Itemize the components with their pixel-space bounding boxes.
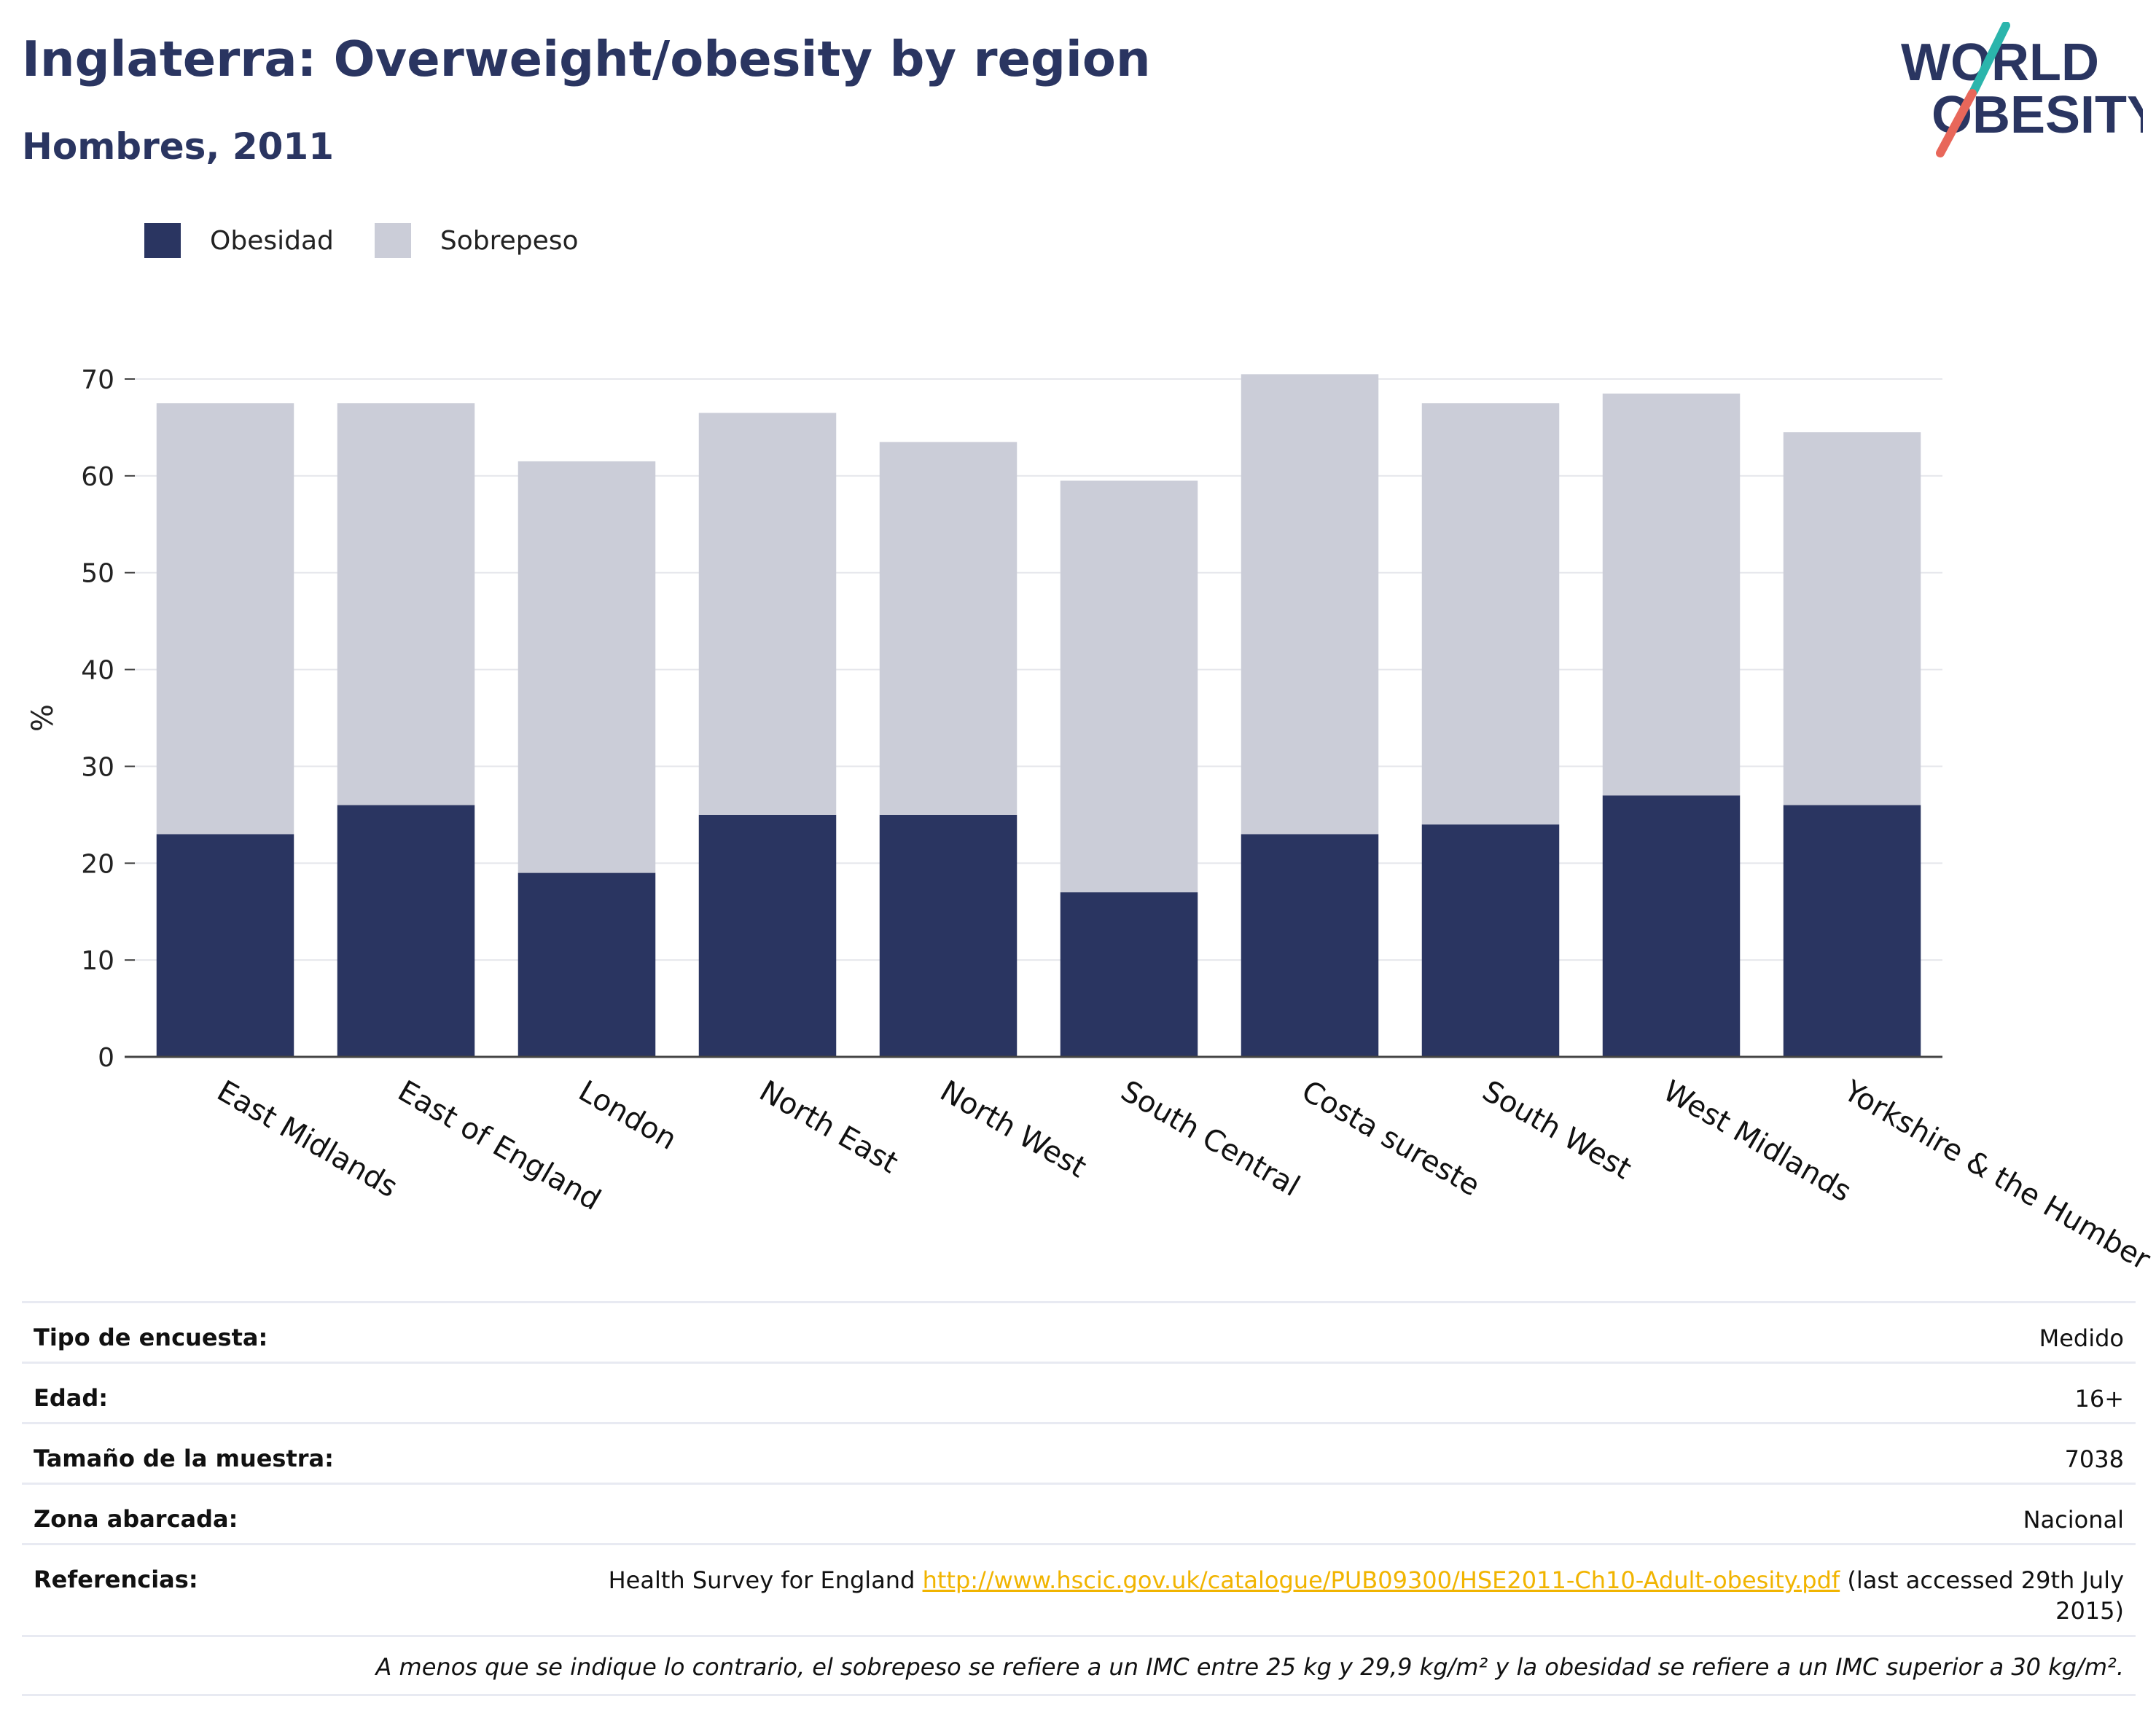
world-obesity-logo: WORLD OBESITY: [1901, 22, 2143, 157]
x-tick-label: West Midlands: [1657, 1074, 1857, 1208]
bar-overweight: [1241, 374, 1379, 835]
legend-item-obesity[interactable]: Obesidad: [144, 223, 334, 258]
y-tick-label: 50: [81, 559, 114, 589]
legend-swatch-obesity: [144, 223, 181, 258]
info-row-age: Edad: 16+: [22, 1362, 2136, 1422]
bar-overweight: [1421, 403, 1560, 825]
bar-obesity: [1602, 795, 1741, 1057]
reference-link[interactable]: http://www.hscic.gov.uk/catalogue/PUB093…: [922, 1566, 1840, 1594]
chart-legend: Obesidad Sobrepeso: [144, 219, 620, 262]
bar-obesity: [698, 814, 837, 1057]
x-tick-label: East of England: [392, 1074, 606, 1217]
bar-overweight: [879, 442, 1018, 815]
info-value: 16+: [2074, 1385, 2124, 1413]
y-axis-label: %: [26, 704, 60, 732]
bar-obesity: [1241, 834, 1379, 1057]
info-row-sample-size: Tamaño de la muestra: 7038: [22, 1422, 2136, 1483]
bar-overweight: [517, 461, 656, 873]
x-tick-label: North East: [754, 1074, 904, 1180]
info-row-coverage: Zona abarcada: Nacional: [22, 1483, 2136, 1543]
bar-obesity: [1421, 824, 1560, 1057]
bar-overweight: [698, 413, 837, 815]
bar-overweight: [1060, 480, 1198, 893]
x-tick-label: Costa sureste: [1296, 1074, 1485, 1203]
x-tick-label: South Central: [1115, 1074, 1305, 1203]
page-title: Inglaterra: Overweight/obesity by region: [22, 31, 1151, 87]
info-label: Referencias:: [34, 1566, 198, 1593]
definition-note: A menos que se indique lo contrario, el …: [22, 1635, 2136, 1696]
info-value: Nacional: [2023, 1506, 2124, 1534]
bar-overweight: [1602, 393, 1741, 796]
info-row-references: Referencias: Health Survey for England h…: [22, 1543, 2136, 1635]
y-tick-label: 40: [81, 656, 114, 686]
info-label: Zona abarcada:: [34, 1505, 238, 1533]
bar-obesity: [517, 872, 656, 1057]
info-label: Tipo de encuesta:: [34, 1324, 268, 1351]
logo-slash-coral: [1936, 89, 1977, 157]
page-subtitle: Hombres, 2011: [22, 125, 334, 168]
legend-label-obesity: Obesidad: [210, 225, 334, 256]
reference-source: Health Survey for England: [608, 1566, 923, 1594]
bar-overweight: [156, 403, 294, 835]
bar-obesity: [156, 834, 294, 1057]
bar-overweight: [337, 403, 475, 805]
y-tick-label: 20: [81, 849, 114, 879]
info-value: Medido: [2039, 1324, 2124, 1352]
info-value: 7038: [2064, 1445, 2124, 1473]
y-tick-label: 10: [81, 946, 114, 976]
x-tick-label: South West: [1477, 1074, 1637, 1186]
x-tick-label: London: [573, 1074, 682, 1157]
y-tick-label: 0: [98, 1043, 114, 1073]
legend-swatch-overweight: [374, 223, 411, 258]
bar-obesity: [337, 805, 475, 1057]
logo-slash-teal: [1969, 22, 2010, 95]
reference-accessed: (last accessed 29th July 2015): [1840, 1566, 2124, 1625]
references-value: Health Survey for England http://www.hsc…: [593, 1566, 2124, 1626]
survey-info-table: Tipo de encuesta: Medido Edad: 16+ Tamañ…: [22, 1301, 2136, 1696]
x-tick-label: North West: [934, 1074, 1092, 1184]
y-tick-label: 30: [81, 752, 114, 782]
y-tick-label: 60: [81, 462, 114, 492]
legend-item-overweight[interactable]: Sobrepeso: [374, 223, 579, 258]
info-label: Edad:: [34, 1384, 109, 1412]
bar-obesity: [1783, 805, 1921, 1057]
legend-label-overweight: Sobrepeso: [440, 225, 579, 256]
x-tick-label: East Midlands: [211, 1074, 403, 1204]
y-tick-label: 70: [81, 365, 114, 395]
bar-overweight: [1783, 432, 1921, 805]
bar-obesity: [1060, 892, 1198, 1057]
x-tick-label: Yorkshire & the Humber: [1837, 1074, 2156, 1268]
info-label: Tamaño de la muestra:: [34, 1445, 334, 1472]
info-row-survey-type: Tipo de encuesta: Medido: [22, 1301, 2136, 1362]
bar-obesity: [879, 814, 1018, 1057]
